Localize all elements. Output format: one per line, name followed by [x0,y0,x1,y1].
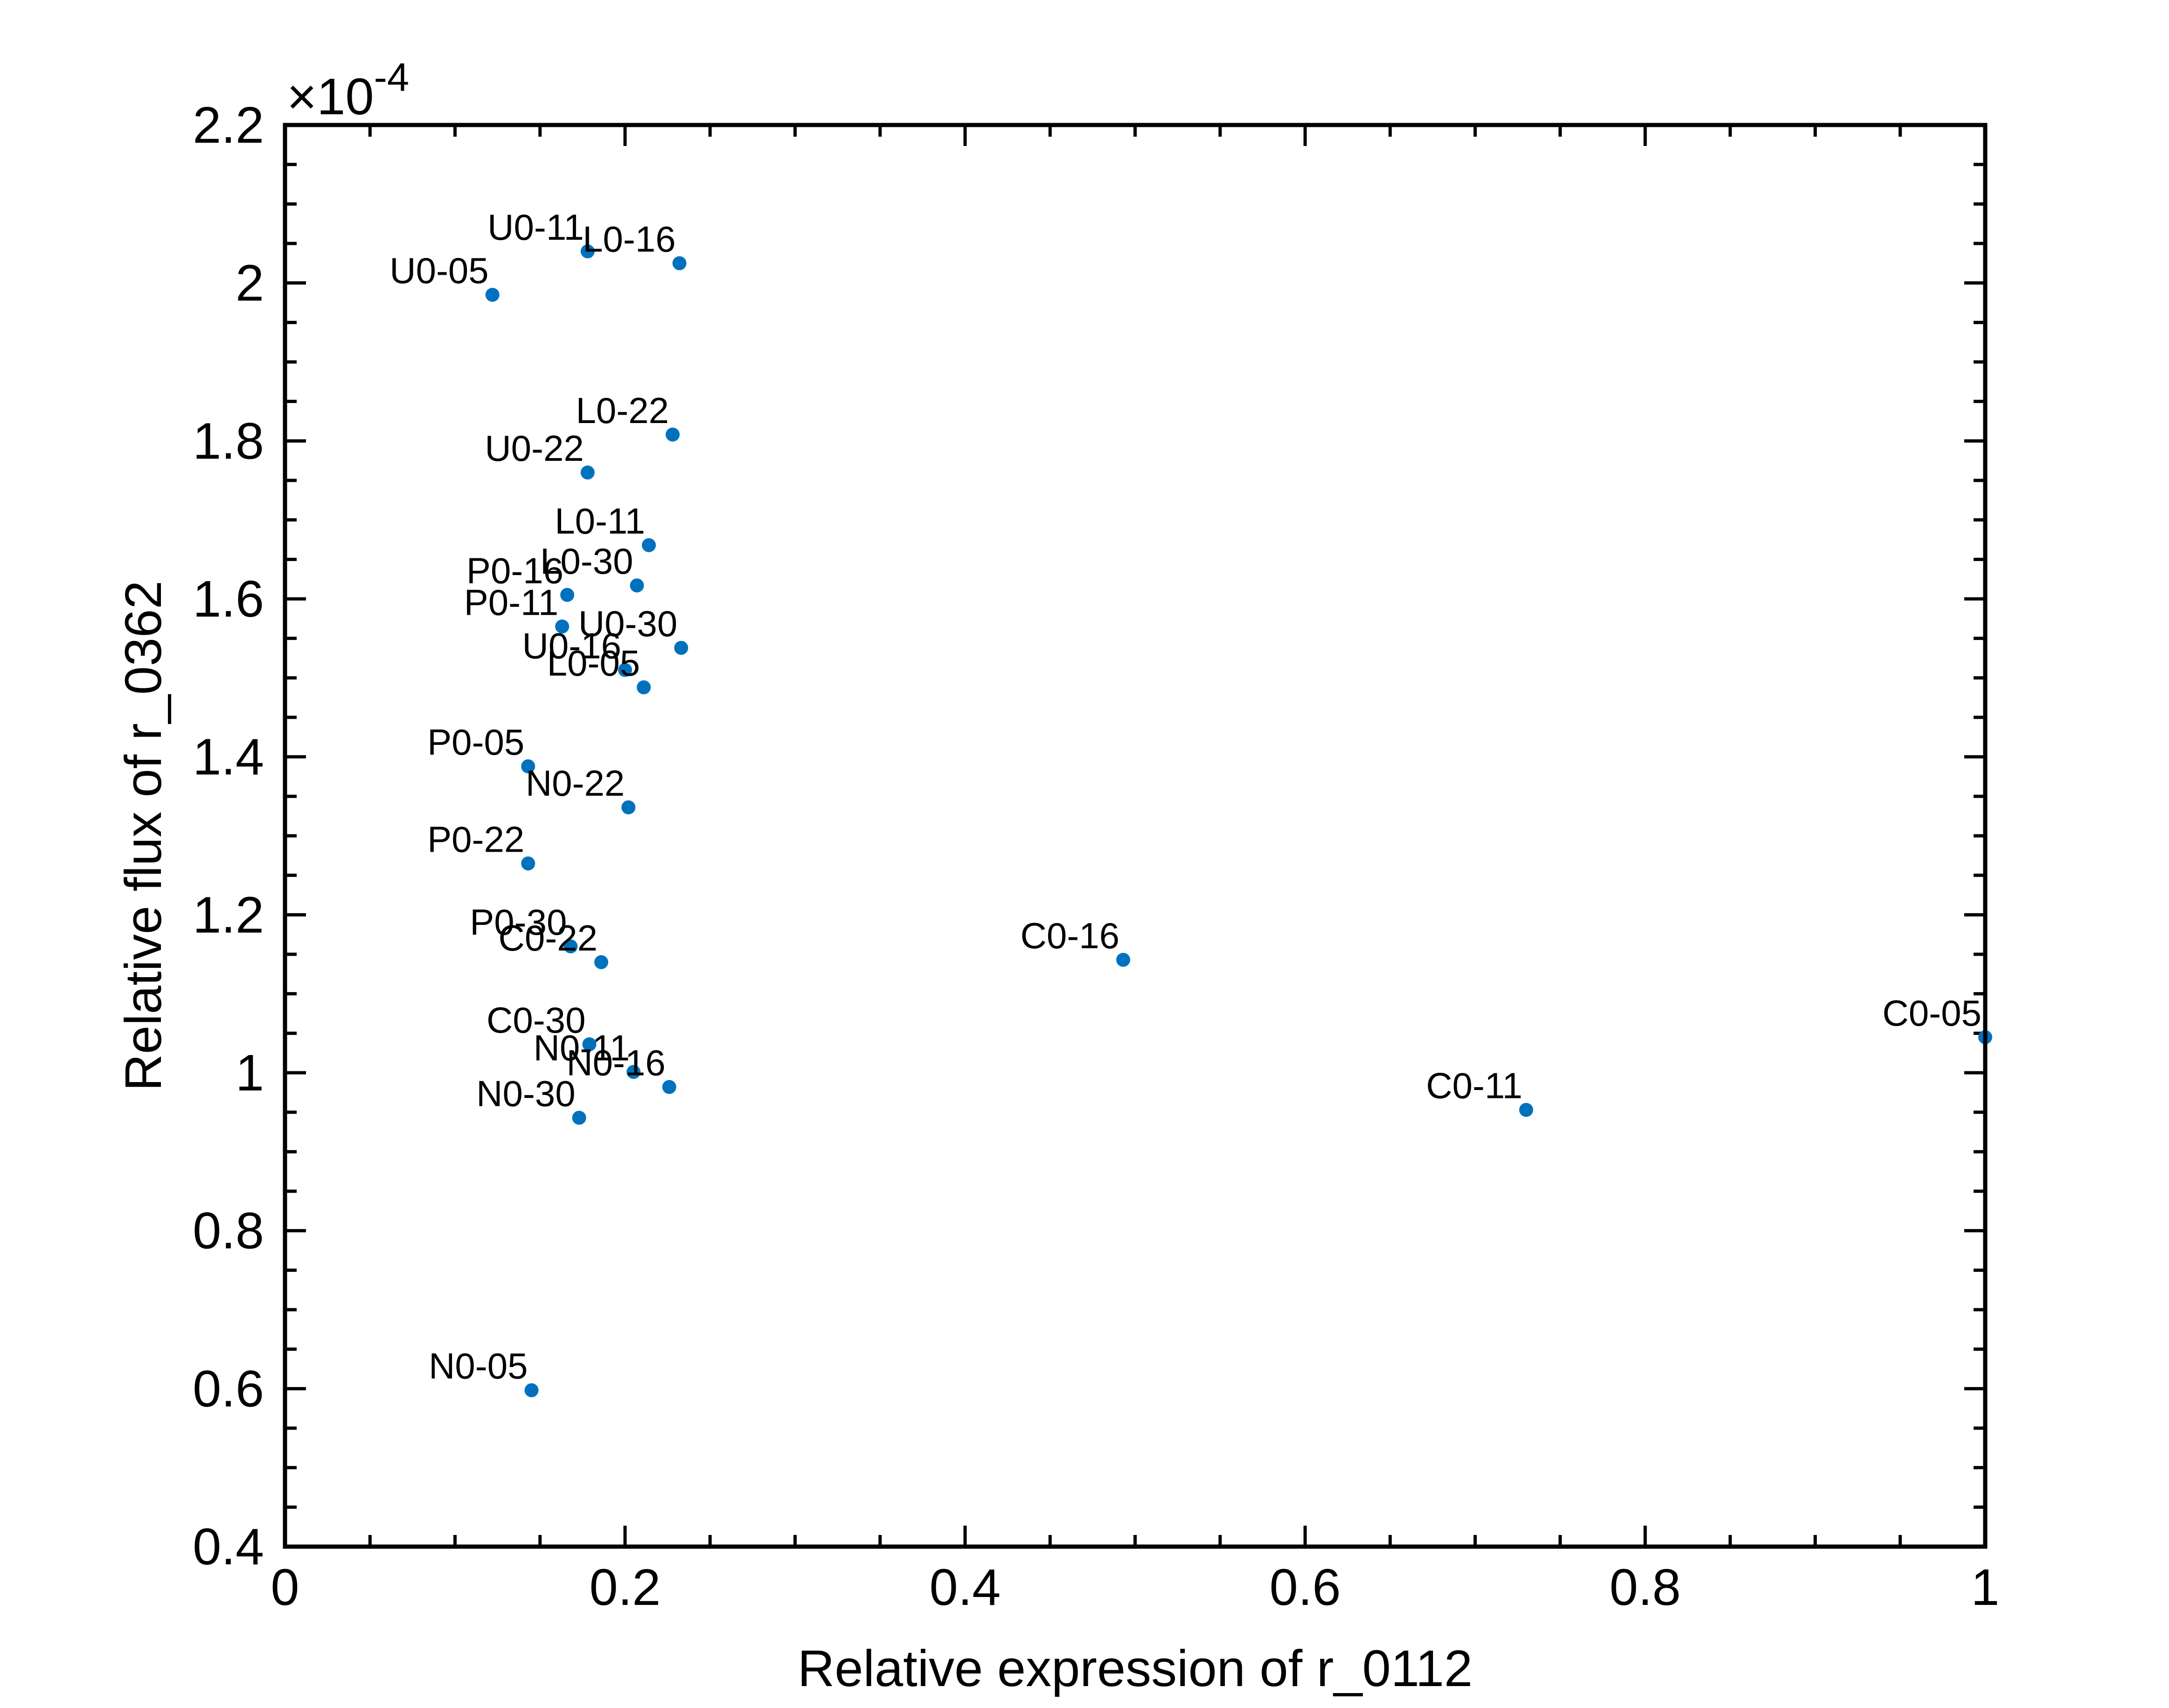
data-points [485,244,1992,1397]
data-point-label: C0-05 [1883,993,1981,1034]
data-point-label: N0-16 [566,1042,665,1083]
x-tick-label: 0.8 [1610,1559,1681,1616]
tick-labels: 0 0.2 0.4 0.6 0.8 1 0.4 0.6 0.8 1 1.2 1.4 1.6 1.8 2 2.2 [193,97,2000,1616]
data-point [662,1080,676,1094]
y-tick-label: 1.8 [193,412,264,470]
x-tick-label: 0 [271,1559,299,1616]
data-point-label: L0-11 [555,500,645,542]
data-point [485,288,500,302]
data-point-label: U0-16 [522,625,621,666]
y-tick-label: 1.6 [193,570,264,628]
y-axis-scale-exponent: -4 [374,56,410,100]
data-point [630,578,644,593]
y-tick-label: 2 [236,255,264,312]
x-tick-label: 0.6 [1270,1559,1341,1616]
data-point [621,800,636,815]
data-point [572,1111,586,1125]
y-tick-label: 0.6 [193,1360,264,1417]
data-point-label: L0-30 [540,541,633,582]
data-point-label: L0-16 [583,218,676,259]
data-point [1116,952,1130,967]
data-point [642,538,656,552]
data-point [524,1383,539,1397]
data-point [555,619,570,634]
data-point-label: C0-30 [487,1000,585,1041]
y-tick-label: 1.2 [193,886,264,944]
data-point [674,640,688,655]
y-axis-scale-base: ×10 [287,68,374,125]
data-point [618,663,632,677]
data-point [521,856,535,871]
y-axis-scale-factor: ×10-4 [287,56,409,125]
data-point [666,427,680,442]
y-axis-label: Relative flux of r_0362 [115,581,172,1091]
data-point-label: L0-05 [547,643,640,684]
data-point-label: N0-11 [534,1027,630,1068]
y-tick-label: 1.4 [193,729,264,786]
y-tick-label: 0.4 [193,1518,264,1576]
data-point-label: U0-22 [485,428,584,469]
data-point [637,680,651,694]
data-point [582,1037,597,1052]
data-point-label: U0-05 [389,250,488,291]
data-point-label: C0-22 [499,917,598,958]
data-point-label: P0-05 [427,722,524,763]
data-point-label: N0-30 [476,1073,575,1114]
plot-frame [283,123,1988,1549]
data-point-label: N0-22 [526,763,625,804]
data-point-label: N0-05 [429,1346,528,1387]
data-point [580,465,595,480]
data-point-label: U0-30 [578,603,677,644]
y-tick-label: 2.2 [193,97,264,154]
data-point-label: C0-11 [1426,1065,1522,1106]
data-point [626,1065,641,1079]
data-point [580,244,595,258]
x-axis-label: Relative expression of r_0112 [798,1640,1473,1697]
data-point [521,759,535,773]
data-point-label: P0-22 [427,819,524,860]
data-point [1519,1103,1533,1117]
data-point-label: U0-11 [487,207,584,248]
y-tick-label: 0.8 [193,1202,264,1260]
data-point-label: P0-11 [464,582,558,623]
data-point [563,939,578,954]
data-point-label: C0-16 [1021,915,1119,956]
data-point-label: P0-30 [470,902,567,943]
x-tick-label: 1 [1971,1559,1999,1616]
data-point [672,256,687,271]
data-point [594,955,608,969]
data-point [560,588,575,602]
x-tick-label: 0.4 [930,1559,1001,1616]
data-point-label: P0-16 [466,550,563,591]
data-point-label: L0-22 [576,390,669,431]
y-tick-label: 1 [236,1044,264,1102]
x-tick-label: 0.2 [590,1559,661,1616]
